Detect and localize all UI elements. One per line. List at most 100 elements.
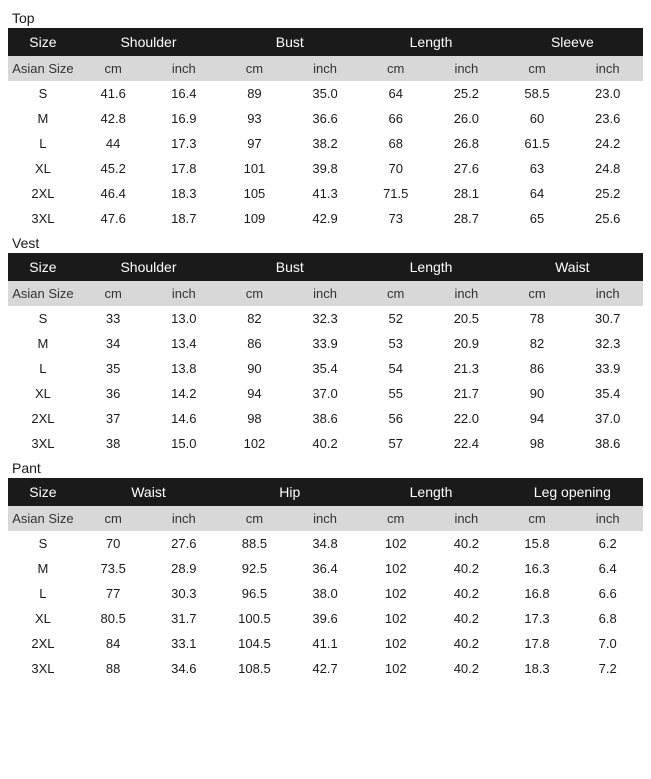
value-cell: 18.3 [502, 656, 573, 681]
value-cell: 25.6 [572, 206, 643, 231]
value-cell: 70 [78, 531, 149, 556]
column-header: Bust [219, 253, 360, 281]
unit-header-inch: inch [572, 506, 643, 531]
unit-header-cm: cm [219, 281, 290, 306]
column-header: Bust [219, 28, 360, 56]
value-cell: 96.5 [219, 581, 290, 606]
value-cell: 34.8 [290, 531, 361, 556]
table-row: L3513.89035.45421.38633.9 [8, 356, 643, 381]
value-cell: 88.5 [219, 531, 290, 556]
value-cell: 102 [360, 531, 431, 556]
value-cell: 42.7 [290, 656, 361, 681]
value-cell: 36.6 [290, 106, 361, 131]
size-cell: XL [8, 606, 78, 631]
value-cell: 6.8 [572, 606, 643, 631]
value-cell: 18.7 [148, 206, 219, 231]
value-cell: 17.3 [148, 131, 219, 156]
value-cell: 28.1 [431, 181, 502, 206]
value-cell: 86 [219, 331, 290, 356]
size-cell: 3XL [8, 206, 78, 231]
value-cell: 36.4 [290, 556, 361, 581]
value-cell: 94 [502, 406, 573, 431]
value-cell: 6.4 [572, 556, 643, 581]
value-cell: 30.7 [572, 306, 643, 331]
value-cell: 55 [360, 381, 431, 406]
value-cell: 41.3 [290, 181, 361, 206]
value-cell: 35.4 [290, 356, 361, 381]
value-cell: 35.0 [290, 81, 361, 106]
value-cell: 21.7 [431, 381, 502, 406]
value-cell: 61.5 [502, 131, 573, 156]
value-cell: 30.3 [148, 581, 219, 606]
value-cell: 64 [360, 81, 431, 106]
size-cell: L [8, 356, 78, 381]
size-cell: 2XL [8, 406, 78, 431]
unit-header-inch: inch [148, 506, 219, 531]
column-header: Waist [78, 478, 219, 506]
unit-header-cm: cm [78, 281, 149, 306]
value-cell: 66 [360, 106, 431, 131]
value-cell: 105 [219, 181, 290, 206]
value-cell: 78 [502, 306, 573, 331]
table-row: S41.616.48935.06425.258.523.0 [8, 81, 643, 106]
unit-header-inch: inch [290, 281, 361, 306]
value-cell: 16.8 [502, 581, 573, 606]
sub-header-size: Asian Size [8, 56, 78, 81]
unit-header-cm: cm [360, 506, 431, 531]
value-cell: 41.1 [290, 631, 361, 656]
value-cell: 35 [78, 356, 149, 381]
value-cell: 34.6 [148, 656, 219, 681]
unit-header-cm: cm [78, 506, 149, 531]
table-row: S3313.08232.35220.57830.7 [8, 306, 643, 331]
value-cell: 44 [78, 131, 149, 156]
size-cell: 2XL [8, 631, 78, 656]
value-cell: 17.8 [502, 631, 573, 656]
value-cell: 16.9 [148, 106, 219, 131]
unit-header-inch: inch [572, 281, 643, 306]
value-cell: 58.5 [502, 81, 573, 106]
value-cell: 89 [219, 81, 290, 106]
size-table: SizeShoulderBustLengthWaistAsian Sizecmi… [8, 253, 643, 456]
value-cell: 40.2 [431, 606, 502, 631]
value-cell: 102 [360, 581, 431, 606]
size-cell: S [8, 306, 78, 331]
value-cell: 27.6 [431, 156, 502, 181]
value-cell: 38.0 [290, 581, 361, 606]
value-cell: 65 [502, 206, 573, 231]
value-cell: 33.9 [290, 331, 361, 356]
value-cell: 45.2 [78, 156, 149, 181]
value-cell: 71.5 [360, 181, 431, 206]
value-cell: 57 [360, 431, 431, 456]
unit-header-cm: cm [502, 506, 573, 531]
value-cell: 37.0 [290, 381, 361, 406]
value-cell: 86 [502, 356, 573, 381]
value-cell: 41.6 [78, 81, 149, 106]
value-cell: 16.4 [148, 81, 219, 106]
value-cell: 73 [360, 206, 431, 231]
value-cell: 102 [360, 556, 431, 581]
value-cell: 88 [78, 656, 149, 681]
value-cell: 28.7 [431, 206, 502, 231]
table-row: S7027.688.534.810240.215.86.2 [8, 531, 643, 556]
column-header: Length [360, 478, 501, 506]
value-cell: 21.3 [431, 356, 502, 381]
section-title: Vest [12, 235, 643, 251]
size-table-section: TopSizeShoulderBustLengthSleeveAsian Siz… [8, 10, 643, 231]
value-cell: 25.2 [572, 181, 643, 206]
value-cell: 53 [360, 331, 431, 356]
size-cell: L [8, 131, 78, 156]
value-cell: 18.3 [148, 181, 219, 206]
size-cell: S [8, 531, 78, 556]
value-cell: 15.8 [502, 531, 573, 556]
value-cell: 37 [78, 406, 149, 431]
value-cell: 27.6 [148, 531, 219, 556]
value-cell: 40.2 [431, 656, 502, 681]
size-cell: M [8, 331, 78, 356]
value-cell: 33.1 [148, 631, 219, 656]
value-cell: 34 [78, 331, 149, 356]
column-header: Size [8, 478, 78, 506]
unit-header-inch: inch [148, 56, 219, 81]
column-header: Hip [219, 478, 360, 506]
table-row: M42.816.99336.66626.06023.6 [8, 106, 643, 131]
value-cell: 46.4 [78, 181, 149, 206]
